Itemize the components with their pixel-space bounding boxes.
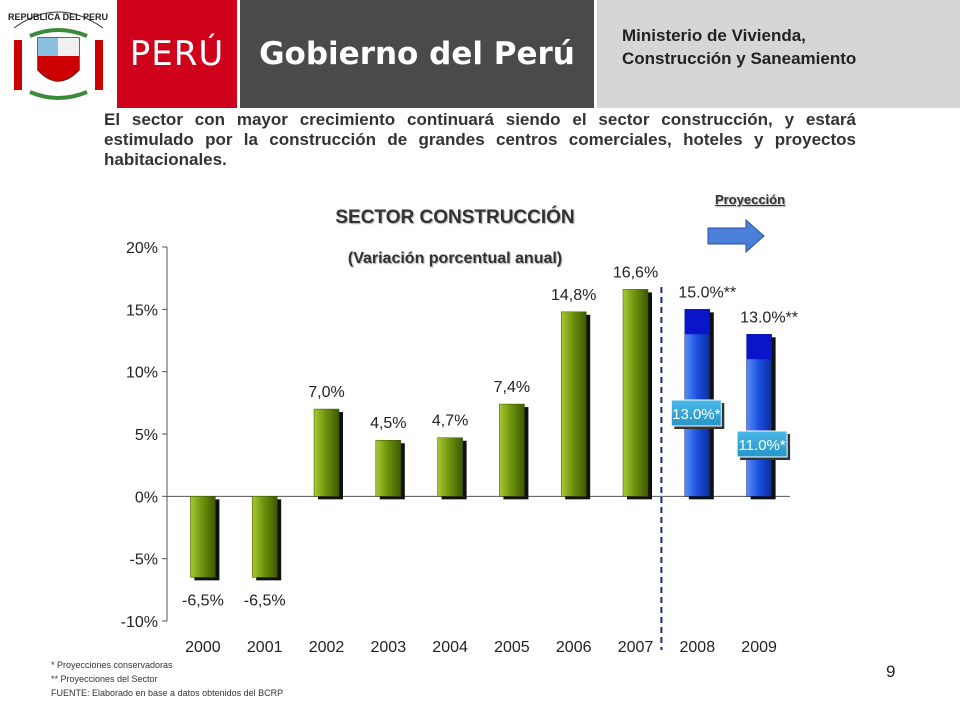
bar-top-segment-2009 (746, 334, 772, 360)
footnotes: * Proyecciones conservadoras ** Proyecci… (51, 658, 283, 700)
ministry-name: Ministerio de Vivienda, Construcción y S… (597, 0, 960, 108)
x-tick-label-2006: 2006 (556, 639, 592, 656)
bar-top-segment-2008 (684, 309, 710, 335)
value-label-2006: 14,8% (551, 287, 596, 304)
conservative-box-2008 (670, 399, 722, 427)
bar-2003 (375, 439, 402, 497)
peru-brand: PERÚ (117, 0, 237, 108)
bar-2000 (190, 496, 216, 578)
conservative-box-2009 (736, 430, 788, 458)
page-number: 9 (886, 662, 896, 681)
x-tick-label-2009: 2009 (741, 639, 777, 656)
chart-title: SECTOR CONSTRUCCIÓN (335, 207, 575, 228)
footnote-source: FUENTE: Elaborado en base a datos obteni… (51, 688, 284, 698)
value-label-2003: 4,5% (370, 415, 406, 432)
header: REPUBLICA DEL PERU PERÚ Gobierno del Per… (0, 0, 960, 110)
bar-2004 (437, 437, 463, 497)
bar-2001 (251, 496, 278, 578)
y-tick-label: 0% (135, 489, 158, 506)
x-tick-label-2005: 2005 (494, 639, 530, 656)
bar-2007 (622, 289, 649, 497)
peru-coat-of-arms-logo: REPUBLICA DEL PERU (0, 0, 117, 110)
conservative-label-2008: 13.0%* (672, 406, 721, 423)
value-label-2008: 15.0%** (678, 284, 736, 301)
government-title: Gobierno del Perú (240, 0, 594, 108)
x-tick-label-2008: 2008 (680, 639, 716, 656)
value-label-2001: -6,5% (244, 592, 286, 609)
value-label-2002: 7,0% (308, 384, 344, 401)
y-tick-label: 20% (126, 240, 158, 257)
ministry-line-1: Ministerio de Vivienda, (622, 26, 806, 45)
value-label-2004: 4,7% (432, 413, 468, 430)
value-label-2000: -6,5% (182, 592, 224, 609)
bar-2002 (313, 408, 340, 497)
coat-of-arms-icon: REPUBLICA DEL PERU (8, 11, 108, 100)
y-tick-label: 15% (126, 302, 158, 319)
footnote-2: ** Proyecciones del Sector (51, 674, 158, 684)
seal-text: REPUBLICA DEL PERU (8, 12, 108, 22)
bar-2006 (560, 311, 587, 497)
x-tick-label-2001: 2001 (247, 639, 283, 656)
x-tick-label-2004: 2004 (432, 639, 468, 656)
conservative-label-2009: 11.0%* (738, 437, 785, 454)
y-tick-label: 10% (126, 365, 158, 382)
y-tick-label: -10% (121, 614, 158, 631)
y-tick-label: -5% (130, 552, 158, 569)
footnote-1: * Proyecciones conservadoras (51, 660, 173, 670)
x-tick-label-2000: 2000 (185, 639, 221, 656)
value-label-2009: 13.0%** (740, 309, 798, 326)
intro-text: El sector con mayor crecimiento continua… (104, 110, 856, 169)
value-label-2005: 7,4% (494, 379, 530, 396)
y-tick-label: 5% (135, 427, 158, 444)
value-label-2007: 16,6% (613, 264, 658, 281)
bar-2009 (746, 334, 772, 497)
projection-arrow-icon (707, 218, 765, 254)
x-tick-label-2003: 2003 (371, 639, 407, 656)
x-tick-label-2007: 2007 (618, 639, 654, 656)
projection-label: Proyección (714, 192, 786, 207)
x-tick-label-2002: 2002 (309, 639, 345, 656)
bar-2005 (499, 403, 525, 497)
ministry-line-2: Construcción y Saneamiento (622, 49, 857, 68)
chart-subtitle: (Variación porcentual anual) (347, 250, 563, 267)
